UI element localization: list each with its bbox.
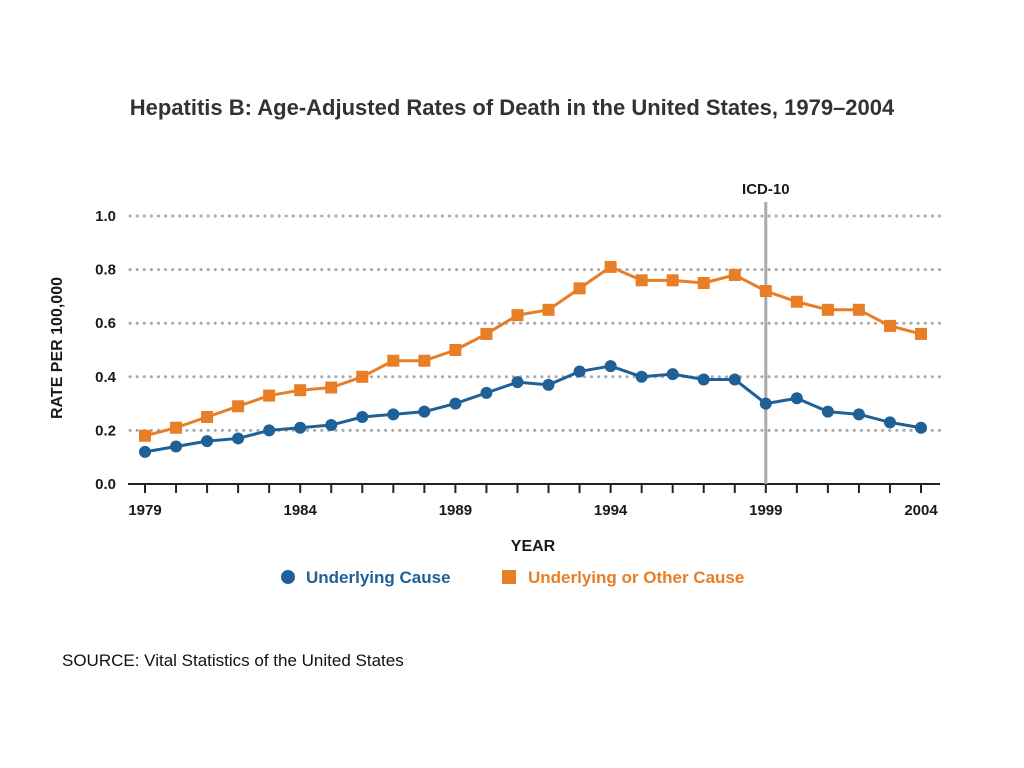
legend-marker-circle (281, 570, 295, 584)
y-tick-label: 1.0 (95, 208, 116, 225)
data-point (883, 319, 896, 332)
y-tick-label: 0.8 (95, 262, 116, 279)
data-point (294, 384, 307, 397)
legend-label: Underlying or Other Cause (528, 568, 744, 587)
series-underlying-or-other-cause (139, 260, 927, 442)
annotations: ICD-10 (742, 181, 790, 484)
data-point (573, 282, 586, 295)
data-point (511, 376, 524, 389)
data-point (480, 327, 493, 340)
data-point (790, 295, 803, 308)
x-tick-label: 1999 (749, 502, 782, 519)
data-point (139, 445, 151, 458)
data-point (449, 344, 462, 356)
data-point (697, 373, 710, 386)
series-line (144, 265, 922, 438)
data-point (387, 408, 400, 421)
data-point (201, 435, 214, 448)
data-point (542, 303, 555, 316)
data-point (449, 397, 462, 410)
data-series (139, 260, 927, 458)
data-point (418, 354, 431, 367)
series-underlying-cause (139, 360, 927, 458)
data-point (759, 285, 772, 298)
source-note: SOURCE: Vital Statistics of the United S… (62, 651, 404, 670)
data-point (418, 405, 431, 418)
data-point (635, 274, 648, 287)
data-point (728, 373, 741, 386)
data-point (139, 429, 151, 442)
y-tick-label: 0.2 (95, 422, 116, 439)
y-tick-label: 0.6 (95, 315, 116, 332)
data-point (697, 277, 710, 289)
legend-label: Underlying Cause (306, 568, 451, 587)
data-point (480, 386, 493, 399)
data-point (604, 360, 617, 373)
axes: 0.0 0.2 0.4 0.6 0.8 1.0 1979 1984 1989 1994 1999 20… (49, 208, 940, 555)
data-point (232, 432, 245, 445)
y-axis-title: RATE PER 100,000 (49, 277, 66, 419)
x-tick-label: 1984 (284, 502, 318, 519)
icd10-label: ICD-10 (742, 181, 790, 198)
data-point (232, 400, 245, 413)
data-point (915, 421, 927, 434)
data-point (356, 411, 369, 423)
data-point (263, 389, 276, 402)
gridlines (128, 214, 942, 432)
data-point (573, 365, 586, 378)
data-point (511, 309, 524, 322)
legend: Underlying Cause Underlying or Other Caus… (281, 568, 744, 587)
data-point (915, 327, 927, 340)
legend-marker-square (502, 570, 516, 584)
data-point (728, 268, 741, 281)
data-point (821, 303, 834, 316)
x-tick-label: 1979 (128, 502, 161, 519)
data-point (604, 260, 617, 273)
data-point (635, 370, 648, 383)
data-point (759, 397, 772, 410)
data-point (170, 440, 183, 453)
chart-title: Hepatitis B: Age-Adjusted Rates of Death… (129, 95, 895, 120)
data-point (883, 416, 896, 429)
data-point (201, 411, 214, 423)
y-tick-label: 0.4 (95, 369, 117, 386)
series-line (144, 364, 922, 454)
x-tick-label: 1994 (594, 502, 628, 519)
data-point (666, 368, 679, 381)
y-tick-label: 0.0 (95, 476, 116, 493)
data-point (852, 408, 865, 421)
data-point (821, 405, 834, 418)
x-tick-label: 1989 (439, 502, 472, 519)
data-point (387, 354, 400, 367)
data-point (325, 419, 338, 432)
data-point (356, 370, 369, 383)
data-point (542, 378, 555, 391)
data-point (790, 392, 803, 405)
x-axis-title: YEAR (511, 538, 556, 555)
data-point (666, 274, 679, 287)
data-point (170, 421, 183, 434)
data-point (852, 303, 865, 316)
data-point (294, 421, 307, 434)
data-point (263, 424, 276, 437)
x-tick-label: 2004 (904, 502, 938, 519)
data-point (325, 381, 338, 394)
